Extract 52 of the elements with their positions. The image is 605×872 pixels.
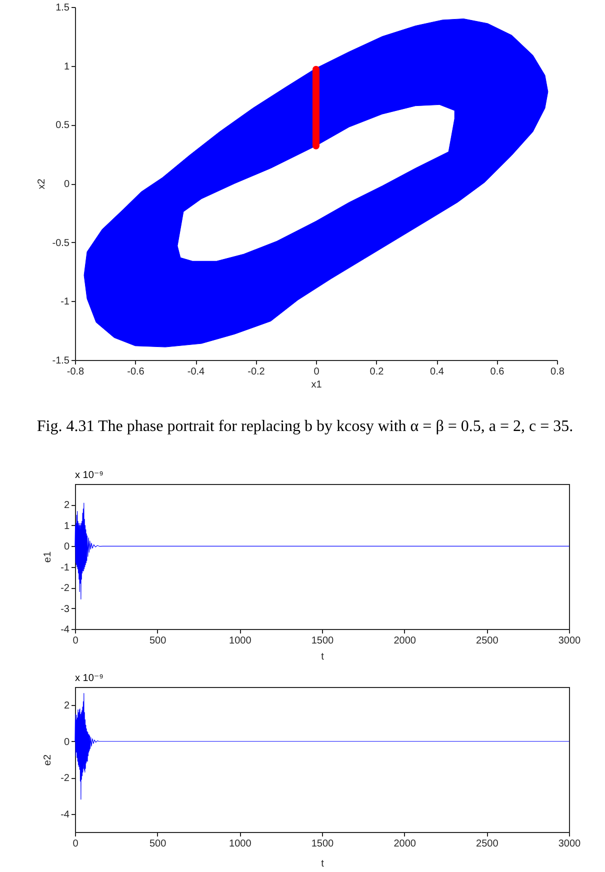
y-tick-label: 2 — [64, 700, 70, 712]
y-tick-label: 1.5 — [56, 2, 70, 14]
x-axis-title: t — [321, 652, 324, 662]
y-tick-label: -2 — [60, 583, 70, 594]
y-tick-label: -1 — [60, 296, 70, 308]
x-tick-label: 500 — [149, 636, 167, 646]
y-tick-label: -4 — [60, 624, 70, 636]
y-axis-title: e1 — [42, 551, 54, 563]
x-tick-label: 500 — [149, 838, 167, 850]
y-axis-title: x2 — [36, 178, 48, 190]
y-tick-label: 0 — [64, 736, 70, 748]
x-tick-label: 2500 — [476, 838, 499, 850]
text: x 10⁻⁹ — [75, 673, 104, 684]
y-tick-label: 2 — [64, 500, 70, 512]
y-axis-title: e2 — [42, 754, 54, 766]
x-tick-label: 0.8 — [550, 366, 565, 378]
line-series — [74, 693, 570, 800]
x-tick-label: -0.6 — [127, 366, 145, 378]
x-tick-label: 1500 — [311, 838, 334, 850]
y-tick-label: 1 — [64, 520, 70, 532]
y-tick-label: 1 — [64, 61, 70, 72]
x-tick-label: 0 — [72, 636, 79, 646]
x-tick-label: -0.2 — [248, 366, 266, 378]
x-tick-label: 3000 — [558, 636, 582, 646]
y-tick-label: 0 — [64, 542, 70, 553]
x-tick-label: 2500 — [476, 636, 499, 646]
x-tick-label: 0.6 — [490, 366, 505, 378]
x-tick-label: 1000 — [229, 636, 252, 646]
y-tick-label: -1 — [60, 562, 70, 574]
y-tick-label: -3 — [60, 604, 70, 615]
line-series — [74, 502, 570, 600]
x-tick-label: 3000 — [558, 838, 582, 850]
y-tick-label: -2 — [60, 773, 70, 784]
text: x 10⁻⁹ — [75, 470, 104, 481]
x-tick-label: -0.8 — [66, 366, 85, 378]
x-tick-label: 0 — [72, 838, 79, 850]
y-tick-label: -4 — [60, 809, 70, 820]
x-tick-label: 0 — [314, 366, 320, 378]
x-tick-label: -0.4 — [187, 366, 206, 378]
x-tick-label: 1000 — [229, 838, 252, 850]
x-axis-title: x1 — [311, 380, 322, 390]
y-tick-label: 0 — [64, 179, 70, 190]
y-tick-label: 0.5 — [56, 120, 70, 132]
x-axis-title: t — [321, 858, 324, 870]
y-tick-label: -0.5 — [52, 238, 70, 249]
caption: Fig. 4.31 The phase portrait for replacing b by kcosy with α = β = 0.5, a = 2, c = 35. — [36, 418, 574, 435]
x-tick-label: 1500 — [311, 636, 334, 646]
y-tick-label: -1.5 — [52, 356, 70, 366]
x-tick-label: 0.4 — [430, 366, 444, 378]
x-tick-label: 2000 — [394, 838, 416, 850]
x-tick-label: 0.2 — [370, 366, 384, 378]
x-tick-label: 2000 — [394, 636, 416, 646]
